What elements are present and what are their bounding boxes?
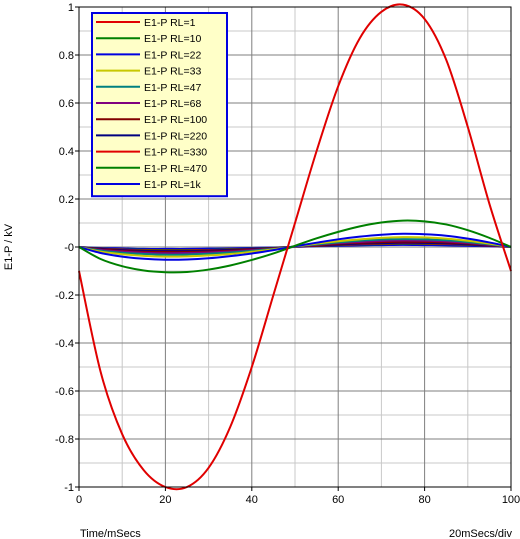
- y-axis-ticks: 1 0.8 0.6 0.4 0.2 -0 -0.2 -0.4 -0.6 -0.8 -1: [55, 2, 79, 494]
- legend-box: [91, 12, 228, 198]
- legend: E1-P RL=1 E1-P RL=10 E1-P RL=22 E1-P RL=33 E…: [91, 12, 228, 198]
- legend-entry: E1-P RL=33: [144, 66, 201, 78]
- legend-entry: E1-P RL=47: [144, 82, 201, 94]
- x-tick-label: 40: [246, 494, 258, 506]
- x-axis-ticks: 0 20 40 60 80 100: [76, 487, 520, 506]
- x-scale-label: 20mSecs/div: [449, 528, 512, 539]
- y-tick-label: 0.6: [59, 98, 74, 110]
- x-tick-label: 20: [159, 494, 171, 506]
- y-tick-label: -0.4: [55, 338, 74, 350]
- legend-entry: E1-P RL=470: [144, 163, 207, 175]
- y-tick-label: 0.2: [59, 194, 74, 206]
- x-axis-label: Time/mSecs: [80, 528, 141, 539]
- x-tick-label: 60: [332, 494, 344, 506]
- legend-entry: E1-P RL=1k: [144, 179, 201, 191]
- y-tick-label: -0.6: [55, 386, 74, 398]
- legend-entry: E1-P RL=100: [144, 114, 207, 126]
- legend-entry: E1-P RL=68: [144, 98, 201, 110]
- y-tick-label: -0.2: [55, 290, 74, 302]
- series-line-e1-p-rl-1: [78, 3, 512, 491]
- legend-entry: E1-P RL=10: [144, 33, 201, 45]
- y-tick-label: -0.8: [55, 434, 74, 446]
- legend-entry: E1-P RL=1: [144, 17, 196, 29]
- y-tick-label: -1: [64, 482, 74, 494]
- x-tick-label: 80: [418, 494, 430, 506]
- series-lines: [78, 3, 512, 491]
- y-tick-label: 0.8: [59, 50, 74, 62]
- legend-entry: E1-P RL=220: [144, 130, 207, 142]
- legend-entry: E1-P RL=330: [144, 147, 207, 159]
- x-tick-label: 0: [76, 494, 82, 506]
- y-axis-label: E1-P / kV: [3, 223, 15, 270]
- series-line-e1-p-rl-10: [78, 219, 512, 274]
- legend-entry: E1-P RL=22: [144, 49, 201, 61]
- y-tick-label: 0.4: [59, 146, 74, 158]
- y-tick-label: 1: [68, 2, 74, 14]
- y-tick-label: -0: [64, 242, 74, 254]
- x-tick-label: 100: [502, 494, 520, 506]
